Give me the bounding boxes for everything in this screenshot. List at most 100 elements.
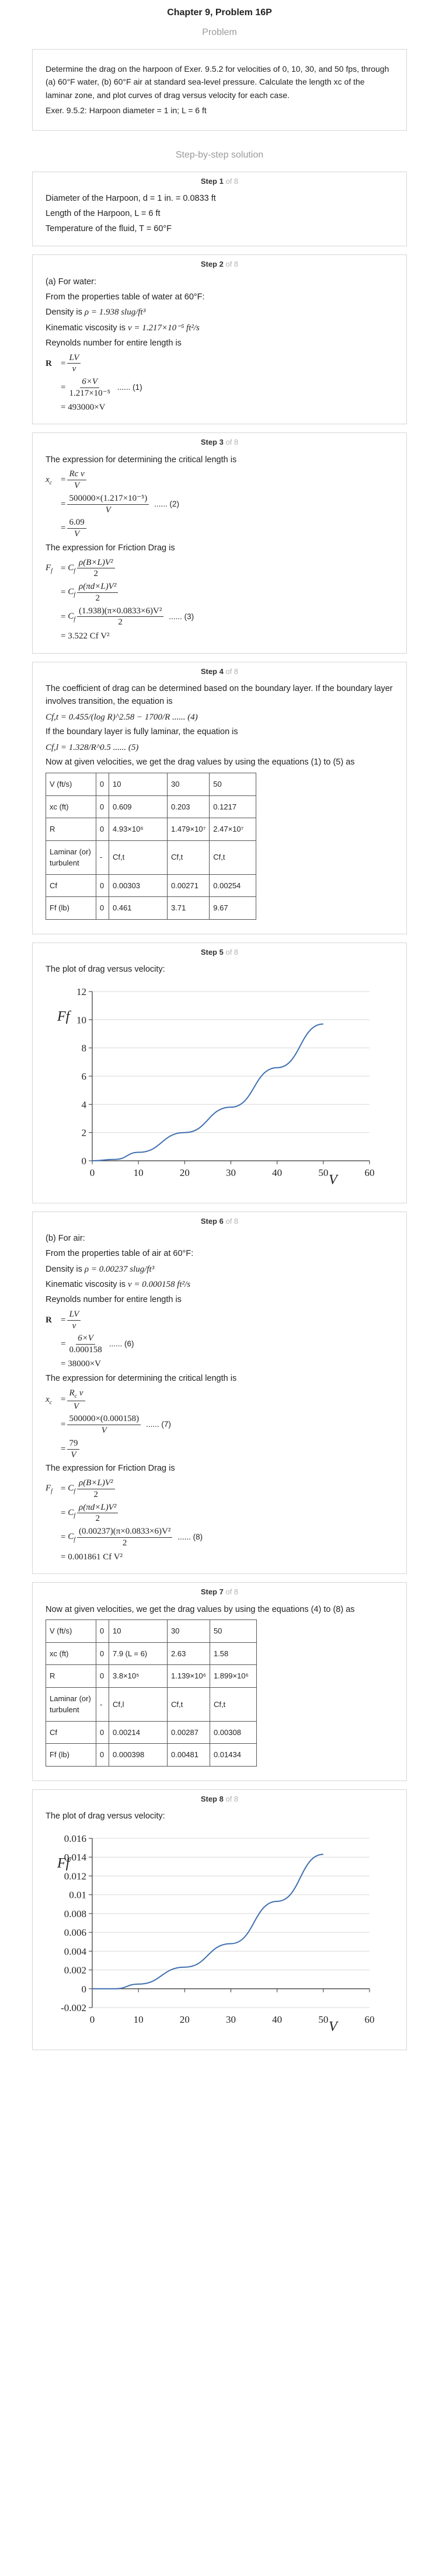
table-cell: V (ft/s) — [46, 1619, 96, 1643]
table-cell: 0 — [96, 896, 109, 920]
table-cell: Laminar (or) turbulent — [46, 1687, 96, 1722]
frac-num: 6.09 — [67, 517, 86, 529]
drag-eq-2: = Cf ρ(πd×L)V² 2 — [46, 581, 393, 604]
table-cell: 10 — [109, 773, 168, 796]
x-tick-label: 50 — [318, 1167, 328, 1178]
water-drag-table: V (ft/s) 0 10 30 50 xc (ft) 0 0.609 0.203 0.1217 R… — [46, 773, 257, 920]
y-axis-label: Ff — [57, 1856, 72, 1871]
reynolds-eq-1: R = LV ν — [46, 352, 393, 375]
table-cell: 1.139×10⁶ — [167, 1664, 210, 1688]
table-row: Cf 0 0.00303 0.00271 0.00254 — [46, 874, 257, 898]
frac-num: 500000×(1.217×10⁻⁵) — [67, 493, 149, 505]
table-cell: 50 — [209, 1619, 257, 1643]
table-cell: 0.000398 — [109, 1743, 168, 1767]
table-cell: 0.461 — [109, 896, 168, 920]
table-cell: 0.00303 — [109, 874, 168, 898]
table-cell: 0.00308 — [209, 1720, 257, 1744]
critical-length-label: The expression for determining the criti… — [46, 1374, 237, 1384]
x-tick-label: 0 — [90, 1167, 95, 1178]
step-5: Step 5 of 8 The plot of drag versus velo… — [32, 942, 407, 1203]
equation-tag: ...... (7) — [146, 1420, 171, 1429]
equation-tag: ...... (8) — [177, 1533, 203, 1542]
frac-den: V — [74, 529, 80, 539]
step-count: of 8 — [225, 438, 239, 447]
step-7: Step 7 of 8 Now at given velocities, we … — [32, 1582, 407, 1781]
table-row: Ff (lb) 0 0.461 3.71 9.67 — [46, 896, 257, 920]
table-cell: R — [46, 1664, 96, 1688]
step-count: of 8 — [225, 260, 239, 269]
table-row: xc (ft) 0 0.609 0.203 0.1217 — [46, 795, 257, 819]
table-cell: 1.58 — [209, 1642, 257, 1666]
frac-num: 500000×(0.000158) — [67, 1413, 141, 1426]
reynolds-eq-3: = 493000×V — [46, 401, 393, 414]
part-label: (a) For water: — [46, 277, 97, 287]
y-tick-label: 0.002 — [64, 1965, 86, 1976]
x-tick-label: 20 — [180, 1167, 190, 1178]
viscosity-line: Kinematic viscosity is ν = 0.000158 ft²/… — [46, 1278, 393, 1292]
x-axis-label: V — [329, 1172, 339, 1188]
table-cell: 9.67 — [209, 896, 257, 920]
y-tick-label: 12 — [76, 986, 86, 997]
frac-num: Rc ν — [67, 469, 86, 481]
frac-num: ρ(πd×L)V² — [77, 581, 119, 593]
table-row: R 0 4.93×10⁶ 1.479×10⁷ 2.47×10⁷ — [46, 818, 257, 841]
table-row: xc (ft) 0 7.9 (L = 6) 2.63 1.58 — [46, 1642, 257, 1666]
friction-drag-label: The expression for Friction Drag is — [46, 543, 175, 553]
table-cell: 0.203 — [166, 795, 210, 819]
frac-num: LV — [67, 352, 81, 364]
y-tick-label: 0 — [82, 1984, 87, 1995]
step-1-line-1: Diameter of the Harpoon, d = 1 in. = 0.0… — [46, 194, 216, 204]
critical-eq-2: = 500000×(0.000158) V...... (7) — [61, 1413, 171, 1436]
table-cell: R — [46, 818, 96, 841]
reynolds-eq-1: R = LV ν — [46, 1309, 393, 1332]
step-label: Step 7 — [200, 1587, 224, 1597]
frac-den: 2 — [93, 569, 99, 579]
table-row: Laminar (or) turbulent - Cf,t Cf,t Cf,t — [46, 840, 257, 875]
table-cell: 0.01434 — [209, 1743, 257, 1767]
series-line — [92, 1023, 323, 1161]
table-cell: 1.479×10⁷ — [166, 818, 210, 841]
table-cell: 0 — [96, 1720, 109, 1744]
step-count: of 8 — [225, 1216, 239, 1226]
step-header: Step 3 of 8 — [46, 437, 393, 448]
table-cell: 0 — [96, 1743, 109, 1767]
table-row: V (ft/s) 0 10 30 50 — [46, 773, 257, 796]
viscosity-label: Kinematic viscosity is — [46, 1280, 126, 1290]
equation-result: = 3.522 Cf V² — [61, 631, 110, 641]
table-cell: 30 — [166, 773, 210, 796]
step-2: Step 2 of 8 (a) For water: From the prop… — [32, 254, 407, 425]
density-line: Density is ρ = 0.00237 slug/ft³ — [46, 1263, 393, 1276]
step-label: Step 4 — [200, 666, 224, 676]
page-title: Chapter 9, Problem 16P — [167, 8, 272, 18]
table-cell: V (ft/s) — [46, 773, 96, 796]
table-cell: 1.899×10⁶ — [209, 1664, 257, 1688]
laminar-text: If the boundary layer is fully laminar, … — [46, 727, 238, 737]
x-tick-label: 40 — [272, 2014, 282, 2025]
frac-den: 2 — [95, 593, 100, 603]
table-cell: 7.9 (L = 6) — [109, 1642, 168, 1666]
frac-den: V — [105, 505, 111, 515]
step-count: of 8 — [225, 947, 239, 957]
y-tick-label: 8 — [82, 1042, 87, 1053]
equation-tag: ...... (1) — [117, 383, 142, 392]
y-tick-label: 0.014 — [64, 1852, 87, 1863]
reynolds-label: Reynolds number for entire length is — [46, 1295, 182, 1305]
density-label: Density is — [46, 1264, 82, 1274]
equation-result: = 0.001861 Cf V² — [61, 1552, 123, 1562]
step-3: Step 3 of 8 The expression for determini… — [32, 432, 407, 654]
frac-den: V — [74, 481, 80, 491]
table-cell: Laminar (or) turbulent — [46, 840, 96, 875]
properties-line: From the properties table of air at 60°F… — [46, 1248, 194, 1258]
friction-drag-label: The expression for Friction Drag is — [46, 1464, 175, 1474]
y-tick-label: 6 — [82, 1071, 87, 1082]
frac-den: 0.000158 — [69, 1345, 102, 1355]
table-cell: 3.71 — [166, 896, 210, 920]
y-tick-label: 0.01 — [69, 1890, 86, 1901]
now-text: Now at given velocities, we get the drag… — [46, 1604, 355, 1614]
step-header: Step 1 of 8 — [46, 176, 393, 187]
viscosity-value: ν = 1.217×10⁻⁵ ft²/s — [128, 323, 200, 333]
table-cell: 0.609 — [109, 795, 168, 819]
reynolds-eq-2: = 6×V 1.217×10⁻⁵...... (1) — [61, 377, 142, 398]
table-cell: xc (ft) — [46, 795, 96, 819]
